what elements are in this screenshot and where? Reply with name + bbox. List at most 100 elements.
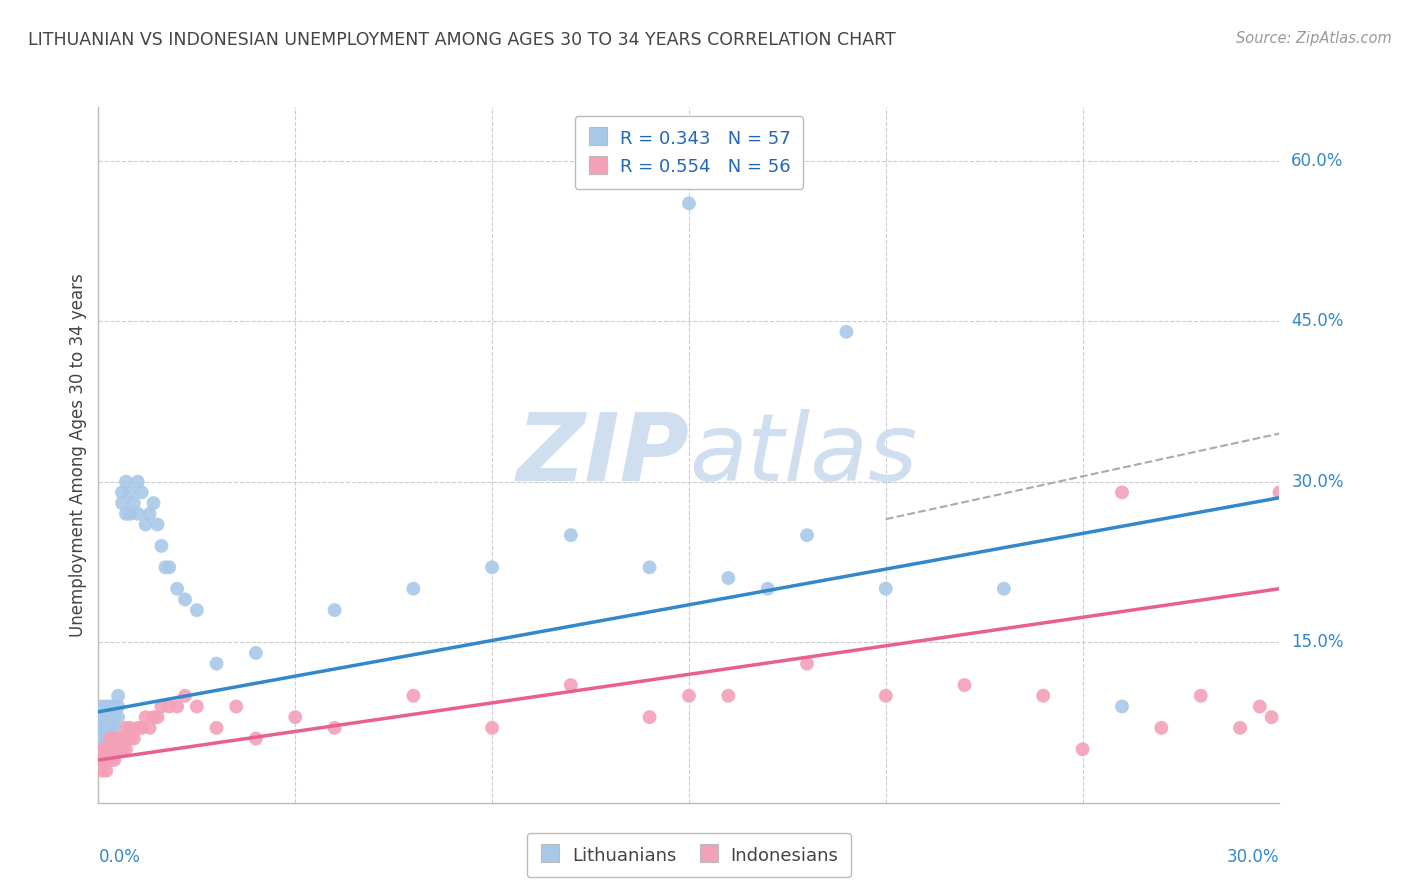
Point (107, 731, 129, 746)
Point (678, 196, 700, 211)
Text: LITHUANIAN VS INDONESIAN UNEMPLOYMENT AMONG AGES 30 TO 34 YEARS CORRELATION CHAR: LITHUANIAN VS INDONESIAN UNEMPLOYMENT AM… (28, 31, 896, 49)
Point (96, 742, 118, 756)
Point (146, 517, 169, 532)
Point (1111, 699, 1133, 714)
Point (993, 582, 1015, 596)
Point (111, 485, 134, 500)
Point (111, 496, 134, 510)
Point (91, 753, 114, 767)
Point (115, 475, 138, 489)
Point (157, 560, 180, 574)
Point (481, 721, 503, 735)
Point (166, 699, 188, 714)
Point (638, 710, 661, 724)
Point (875, 582, 897, 596)
Point (1268, 485, 1291, 500)
Point (96, 742, 118, 756)
Point (127, 507, 149, 521)
Point (284, 710, 307, 724)
Point (107, 699, 129, 714)
Point (96, 699, 118, 714)
Point (122, 731, 145, 746)
Point (115, 507, 138, 521)
Point (98, 731, 121, 746)
Point (1229, 721, 1251, 735)
Point (96, 710, 118, 724)
Text: Source: ZipAtlas.com: Source: ZipAtlas.com (1236, 31, 1392, 46)
Point (138, 507, 160, 521)
Point (118, 731, 141, 746)
Point (135, 710, 157, 724)
Point (1111, 485, 1133, 500)
Point (107, 710, 129, 724)
Point (127, 721, 149, 735)
Text: 30.0%: 30.0% (1227, 848, 1279, 866)
Y-axis label: Unemployment Among Ages 30 to 34 years: Unemployment Among Ages 30 to 34 years (69, 273, 87, 637)
Point (91, 742, 114, 756)
Point (91, 699, 114, 714)
Point (98, 753, 121, 767)
Point (835, 325, 858, 339)
Point (118, 485, 141, 500)
Point (166, 582, 188, 596)
Point (186, 603, 208, 617)
Point (111, 742, 134, 756)
Point (245, 731, 267, 746)
Point (91, 721, 114, 735)
Point (131, 485, 153, 500)
Text: ZIP: ZIP (516, 409, 689, 501)
Point (103, 753, 125, 767)
Text: atlas: atlas (689, 409, 917, 500)
Point (1189, 689, 1212, 703)
Point (91, 710, 114, 724)
Text: 60.0%: 60.0% (1291, 152, 1344, 169)
Point (115, 742, 138, 756)
Point (402, 689, 425, 703)
Text: 30.0%: 30.0% (1291, 473, 1344, 491)
Point (91, 721, 114, 735)
Point (1249, 699, 1271, 714)
Point (756, 582, 779, 596)
Point (142, 710, 165, 724)
Point (323, 603, 346, 617)
Point (875, 689, 897, 703)
Point (118, 507, 141, 521)
Point (150, 539, 173, 553)
Point (1150, 721, 1173, 735)
Point (103, 731, 125, 746)
Point (96, 721, 118, 735)
Point (96, 764, 118, 778)
Point (717, 571, 740, 585)
Point (225, 699, 247, 714)
Point (174, 592, 197, 607)
Point (103, 742, 125, 756)
Point (91, 753, 114, 767)
Point (146, 710, 169, 724)
Point (1032, 689, 1054, 703)
Point (98, 699, 121, 714)
Point (481, 560, 503, 574)
Point (678, 689, 700, 703)
Point (107, 742, 129, 756)
Point (118, 721, 141, 735)
Point (91, 753, 114, 767)
Point (98, 710, 121, 724)
Text: 45.0%: 45.0% (1291, 312, 1344, 330)
Point (155, 560, 177, 574)
Legend: Lithuanians, Indonesians: Lithuanians, Indonesians (527, 832, 851, 877)
Point (91, 764, 114, 778)
Point (174, 689, 197, 703)
Point (96, 753, 118, 767)
Point (91, 742, 114, 756)
Point (150, 699, 173, 714)
Text: 0.0%: 0.0% (98, 848, 141, 866)
Point (796, 528, 818, 542)
Point (157, 699, 180, 714)
Point (138, 721, 160, 735)
Point (91, 731, 114, 746)
Point (127, 475, 149, 489)
Point (953, 678, 976, 692)
Point (135, 517, 157, 532)
Point (323, 721, 346, 735)
Point (98, 721, 121, 735)
